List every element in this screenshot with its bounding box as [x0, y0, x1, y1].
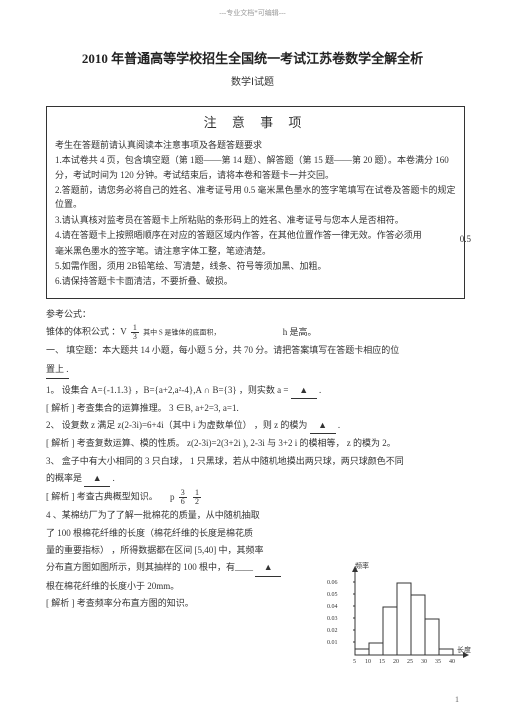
- doc-header-watermark: ---专业文档*可编辑---: [0, 0, 505, 18]
- question: 了 100 根棉花纤维的长度（棉花纤维的长度是棉花质: [46, 526, 296, 541]
- notice-title: 注 意 事 项: [55, 113, 456, 134]
- main-title: 2010 年普通高等学校招生全国统一考试江苏卷数学全解全析: [0, 48, 505, 67]
- histogram-chart: 频率 0.01 0.02 0.03 0.04 0.05 0.06 5 10 15…: [327, 560, 467, 670]
- question: 1。 设集合 A={-1.1.3} ，B={a+2,a²-4},A ∩ B={3…: [46, 383, 465, 399]
- question: 4 、某棉纺厂为了了解一批棉花的质量，从中随机抽取: [46, 508, 296, 523]
- svg-text:0.04: 0.04: [327, 604, 338, 610]
- question: 分布直方图如图所示，则其抽样的 100 根中，有____ ▲: [46, 560, 306, 576]
- svg-text:25: 25: [407, 659, 413, 665]
- svg-text:40: 40: [449, 659, 455, 665]
- question: 的概率是 ▲ .: [46, 471, 465, 487]
- solution: [ 解析 ] 考查古典概型知识。 p 3 6 1 2: [46, 489, 465, 506]
- formula-text: h 是高。: [283, 327, 317, 337]
- y-axis-label: 频率: [355, 561, 369, 570]
- formula-text: 锥体的体积公式 ：V: [46, 327, 127, 337]
- question: 根在棉花纤维的长度小于 20mm。: [46, 579, 296, 594]
- svg-text:5: 5: [353, 659, 356, 665]
- notice-box: 注 意 事 项 考生在答题前请认真阅读本注意事项及各题答题要求 1.本试卷共 4…: [46, 106, 465, 299]
- svg-text:0.06: 0.06: [327, 580, 338, 586]
- histogram-svg: 频率 0.01 0.02 0.03 0.04 0.05 0.06 5 10 15…: [327, 560, 477, 675]
- question: 2、 设复数 z 满足 z(2-3i)=6+4i（其中 i 为虚数单位） ，则 …: [46, 418, 465, 434]
- x-axis-label: 长度: [457, 645, 471, 654]
- formula-label: 参考公式：: [46, 307, 465, 322]
- svg-text:35: 35: [435, 659, 441, 665]
- notice-item: 1.本试卷共 4 页，包含填空题（第 1题——第 14 题）、解答题（第 15 …: [55, 153, 456, 182]
- svg-text:30: 30: [421, 659, 427, 665]
- notice-item: 2.答题前，请您务必将自己的姓名、准考证号用 0.5 毫米黑色墨水的签字笔填写在…: [55, 183, 456, 212]
- svg-text:0.03: 0.03: [327, 616, 338, 622]
- page-number: 1: [455, 695, 459, 704]
- notice-item: 4.请在答题卡上按照晤顺序在对应的答题区域内作答，在其他位置作答一律无效。作答必…: [55, 228, 456, 242]
- formula-text: 其中 S 是锥体的底面积，: [143, 329, 220, 337]
- solution: [ 解析 ] 考查复数运算、模的性质。 z(2-3i)=2(3+2i ), 2-…: [46, 436, 465, 451]
- notice-item: 5.如需作图，须用 2B铅笔绘、写清楚，线条、符号等须加黑、加粗。: [55, 259, 456, 273]
- formula-line: 锥体的体积公式 ：V 1 3 其中 S 是锥体的底面积， h 是高。: [46, 324, 465, 341]
- notice-item: 3.请认真核对监考员在答题卡上所粘贴的条形码上的姓名、准考证号与您本人是否相符。: [55, 213, 456, 227]
- question: 量的重要指标） ，所得数据都在区间 [5,40] 中，其频率: [46, 543, 296, 558]
- svg-text:15: 15: [379, 659, 385, 665]
- svg-text:10: 10: [365, 659, 371, 665]
- svg-text:0.01: 0.01: [327, 640, 338, 646]
- section-header: 一、 填空题：本大题共 14 小题，每小题 5 分，共 70 分。请把答案填写在…: [46, 343, 465, 358]
- svg-text:0.02: 0.02: [327, 628, 338, 634]
- svg-text:20: 20: [393, 659, 399, 665]
- notice-intro: 考生在答题前请认真阅读本注意事项及各题答题要求: [55, 138, 456, 152]
- subtitle: 数学Ⅰ试题: [0, 73, 505, 88]
- section-header2: 置上 .: [46, 362, 69, 378]
- question: 3、 盒子中有大小相同的 3 只白球， 1 只黑球，若从中随机地摸出两只球，两只…: [46, 454, 465, 469]
- overflow-text: 0.5: [460, 234, 471, 244]
- solution: [ 解析 ] 考查集合的运算推理。 3 ∈B, a+2=3, a=1.: [46, 401, 465, 416]
- notice-item: 6.请保持答题卡卡面清洁，不要折叠、破损。: [55, 274, 456, 288]
- notice-item: 毫米黑色墨水的签字笔。请注意字体工整，笔迹清楚。: [55, 244, 456, 258]
- svg-text:0.05: 0.05: [327, 592, 338, 598]
